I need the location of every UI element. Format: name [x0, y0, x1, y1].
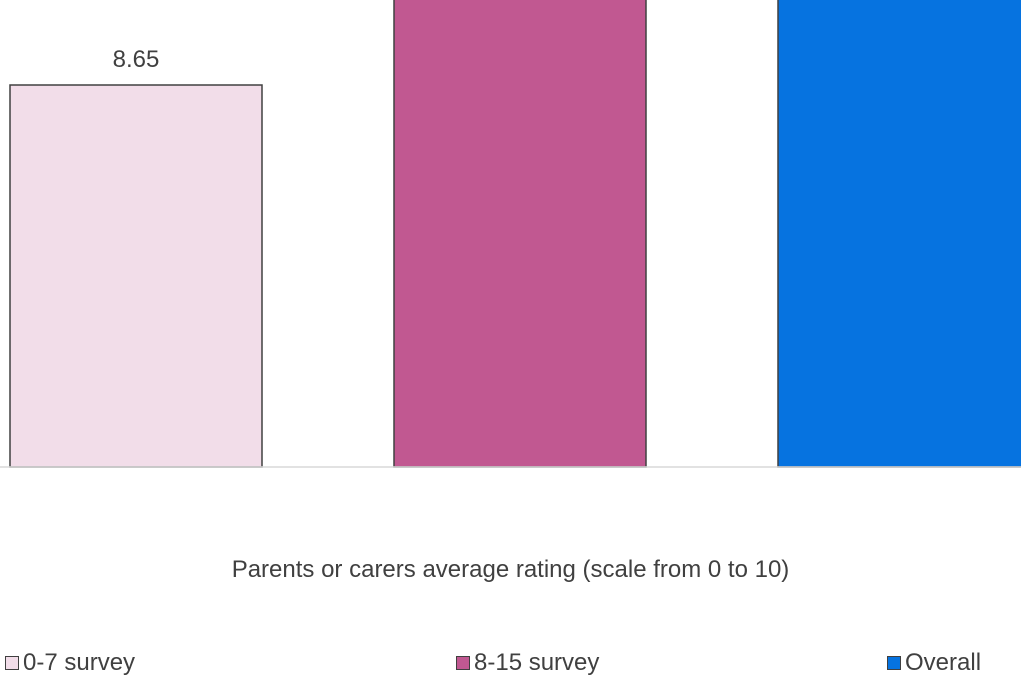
bar-overall: [777, 0, 1021, 468]
bars-layer: [9, 0, 1021, 468]
bar-8-15-survey: [393, 0, 647, 468]
legend-item-8-15-survey: 8-15 survey: [456, 649, 599, 677]
legend-label-0-7-survey: 0-7 survey: [23, 649, 136, 676]
legend-swatch-overall: [887, 656, 901, 670]
data-label-0-7-survey: 8.65: [113, 46, 160, 73]
legend-item-overall: Overall: [887, 649, 981, 677]
legend-label-overall: Overall: [905, 649, 982, 676]
legend-label-8-15-survey: 8-15 survey: [474, 649, 600, 676]
legend-item-0-7-survey: 0-7 survey: [5, 649, 135, 677]
x-axis-label: Parents or carers average rating (scale …: [231, 556, 790, 583]
data-labels-layer: 8.659.439.02: [113, 46, 160, 73]
legend-swatch-0-7-survey: [5, 656, 19, 670]
legend-swatch-8-15-survey: [456, 656, 470, 670]
bar-0-7-survey: [9, 84, 263, 468]
